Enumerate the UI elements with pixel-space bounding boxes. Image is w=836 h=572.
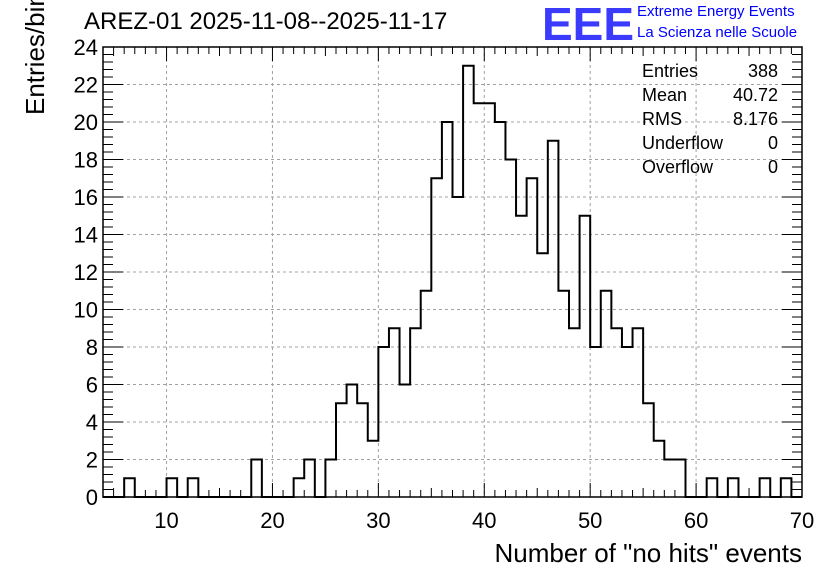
stat-overflow: Overflow 0 [642, 155, 778, 179]
histogram-bin [325, 460, 336, 498]
histogram-bin [675, 460, 686, 498]
histogram-bin [664, 460, 675, 498]
y-tick-label: 12 [74, 260, 98, 285]
histogram-bin [558, 291, 569, 497]
histogram-bin [188, 478, 199, 497]
y-tick-label: 10 [74, 298, 98, 323]
histogram-bin [304, 460, 315, 498]
y-tick-label: 22 [74, 73, 98, 98]
eee-logo: EEE [542, 0, 634, 48]
histogram-bin [400, 385, 411, 498]
histogram-bin [294, 478, 305, 497]
histogram-bin [378, 347, 389, 497]
stat-rms: RMS 8.176 [642, 107, 778, 131]
stats-box: Entries 388 Mean 40.72 RMS 8.176 Underfl… [642, 59, 778, 179]
histogram-bin [251, 460, 262, 498]
histogram-bin [167, 478, 178, 497]
eee-logo-mark: EEE [542, 0, 634, 48]
histogram-bin [410, 328, 421, 497]
histogram-bin [601, 291, 612, 497]
histogram-bin [124, 478, 135, 497]
stat-name: Entries [642, 61, 699, 81]
x-tick-label: 60 [684, 508, 708, 533]
histogram-bin [389, 328, 400, 497]
y-tick-label: 16 [74, 185, 98, 210]
logo-line-1: Extreme Energy Events [637, 3, 795, 20]
histogram-bin [463, 66, 474, 497]
y-tick-label: 6 [86, 373, 98, 398]
y-tick-label: 18 [74, 148, 98, 173]
histogram-bin [643, 403, 654, 497]
histogram-bin [760, 478, 771, 497]
stat-value: 40.72 [732, 85, 778, 105]
y-tick-label: 20 [74, 110, 98, 135]
stat-underflow: Underflow 0 [642, 131, 778, 155]
histogram-bin [421, 291, 432, 497]
histogram-bin [442, 122, 453, 497]
histogram-bin [453, 197, 464, 497]
axis-ticks [102, 46, 803, 498]
histogram-bin [622, 347, 633, 497]
logo-line-2: La Scienza nelle Scuole [637, 24, 798, 41]
y-axis-label: Entries/bin [20, 0, 50, 115]
y-tick-label: 0 [86, 485, 98, 510]
y-tick-label: 4 [86, 410, 98, 435]
histogram-bin [728, 478, 739, 497]
histogram-bin [633, 328, 644, 497]
histogram-bin [347, 385, 358, 498]
chart-title: AREZ-01 2025-11-08--2025-11-17 [84, 8, 448, 35]
stat-value: 8.176 [732, 109, 778, 129]
histogram-bin [484, 103, 495, 497]
histogram-bin [781, 478, 792, 497]
histogram-bin [505, 160, 516, 498]
histogram-bin [580, 216, 591, 497]
histogram-bin [569, 328, 580, 497]
histogram-bin [548, 141, 559, 497]
stat-value: 0 [767, 157, 778, 177]
x-tick-label: 40 [472, 508, 496, 533]
histogram-bin [336, 403, 347, 497]
stat-name: RMS [642, 109, 682, 129]
stat-entries: Entries 388 [642, 59, 778, 83]
histogram-bin [357, 403, 368, 497]
histogram-bin [431, 178, 442, 497]
y-tick-label: 2 [86, 448, 98, 473]
histogram-bin [474, 103, 485, 497]
x-tick-label: 10 [154, 508, 178, 533]
histogram-bin [707, 478, 718, 497]
histogram-bin [590, 347, 601, 497]
x-tick-label: 50 [578, 508, 602, 533]
histogram-bin [654, 441, 665, 497]
x-tick-label: 20 [260, 508, 284, 533]
stat-value: 0 [767, 133, 778, 153]
x-tick-label: 70 [790, 508, 814, 533]
stat-mean: Mean 40.72 [642, 83, 778, 107]
y-tick-label: 14 [74, 223, 98, 248]
stat-value: 388 [747, 61, 778, 81]
stat-name: Mean [642, 85, 688, 105]
histogram-bin [368, 441, 379, 497]
x-tick-label: 30 [366, 508, 390, 533]
y-tick-label: 8 [86, 335, 98, 360]
y-tick-label: 24 [74, 35, 98, 60]
histogram-bin [537, 253, 548, 497]
histogram-bin [527, 178, 538, 497]
stat-name: Underflow [642, 133, 724, 153]
stat-name: Overflow [642, 157, 714, 177]
histogram-bin [516, 216, 527, 497]
x-axis-label: Number of "no hits" events [494, 538, 803, 568]
histogram-bin [495, 122, 506, 497]
histogram-bin [611, 328, 622, 497]
